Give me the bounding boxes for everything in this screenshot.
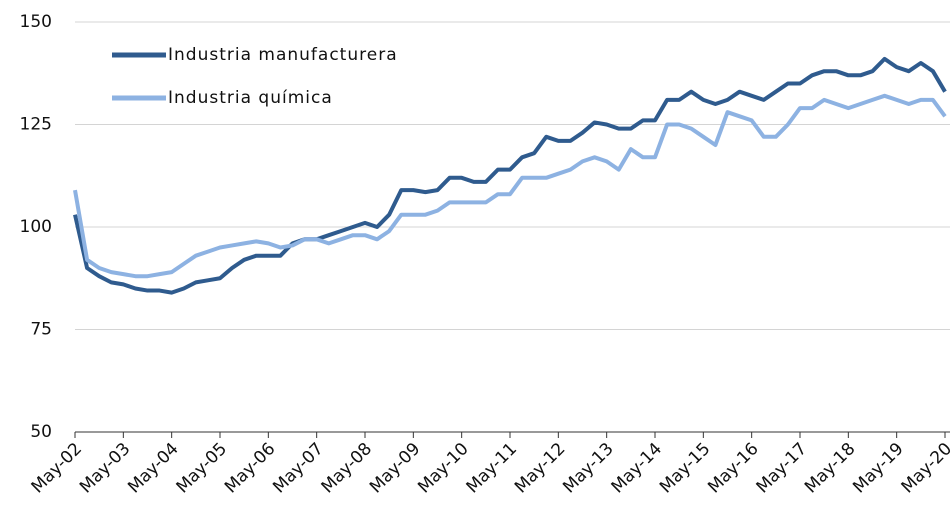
x-tick-label: May-17	[753, 439, 811, 497]
y-tick-label: 150	[20, 12, 52, 32]
x-tick-label: May-16	[704, 439, 762, 497]
y-tick-label: 75	[30, 320, 52, 340]
y-tick-label: 100	[20, 217, 52, 237]
x-tick-label: May-19	[849, 439, 907, 497]
x-tick-label: May-07	[269, 439, 327, 497]
x-tick-label: May-03	[76, 439, 134, 497]
x-tick-label: May-09	[366, 439, 424, 497]
x-tick-label: May-11	[463, 439, 521, 497]
legend-label: Industria manufacturera	[168, 45, 398, 65]
x-tick-label: May-20	[898, 439, 952, 497]
x-tick-label: May-12	[511, 439, 569, 497]
x-tick-label: May-15	[656, 439, 714, 497]
series-line	[73, 93, 947, 279]
x-tick-label: May-18	[801, 439, 859, 497]
series-line	[73, 56, 947, 295]
y-tick-label: 50	[30, 422, 52, 442]
x-tick-label: May-04	[124, 439, 182, 497]
x-tick-label: May-14	[608, 439, 666, 497]
x-tick-label: May-10	[414, 439, 472, 497]
legend-label: Industria química	[168, 88, 333, 108]
x-tick-label: May-05	[173, 439, 231, 497]
x-tick-label: May-08	[318, 439, 376, 497]
x-tick-label: May-02	[28, 439, 86, 497]
y-tick-label: 125	[20, 115, 52, 135]
x-tick-label: May-13	[559, 439, 617, 497]
x-tick-label: May-06	[221, 439, 279, 497]
